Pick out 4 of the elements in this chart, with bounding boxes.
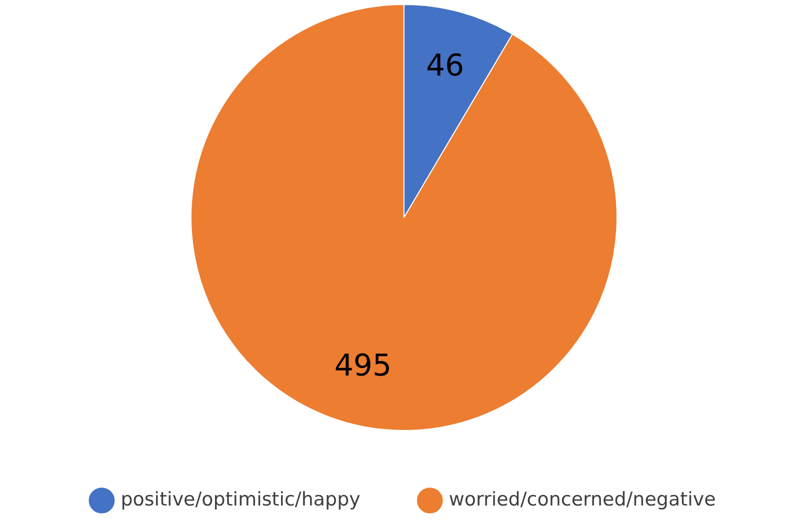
- legend-label: positive/optimistic/happy: [120, 488, 360, 510]
- data-label: 495: [334, 348, 392, 384]
- data-label: 46: [426, 48, 464, 84]
- legend-label: worried/concerned/negative: [448, 488, 716, 510]
